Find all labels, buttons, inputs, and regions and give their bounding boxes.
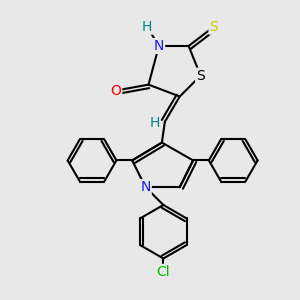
Text: O: O — [110, 84, 121, 98]
Text: S: S — [196, 69, 205, 83]
Text: H: H — [149, 116, 160, 130]
Text: S: S — [209, 20, 218, 34]
Text: H: H — [142, 20, 152, 34]
Text: N: N — [154, 39, 164, 53]
Text: Cl: Cl — [157, 265, 170, 279]
Text: N: N — [140, 180, 151, 194]
